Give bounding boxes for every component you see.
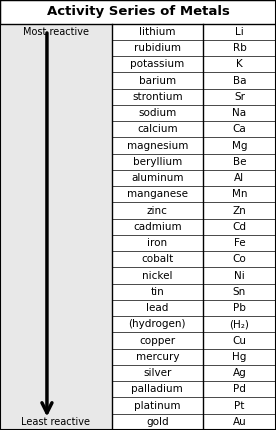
Text: Rb: Rb bbox=[233, 43, 246, 53]
Bar bbox=[0, 0, 276, 24]
Text: Hg: Hg bbox=[232, 352, 247, 362]
Text: strontium: strontium bbox=[132, 92, 183, 102]
Text: aluminum: aluminum bbox=[131, 173, 184, 183]
Text: manganese: manganese bbox=[127, 189, 188, 200]
Text: cadmium: cadmium bbox=[133, 222, 182, 232]
Text: Pd: Pd bbox=[233, 384, 246, 394]
Text: Ag: Ag bbox=[233, 368, 246, 378]
Text: platinum: platinum bbox=[134, 401, 181, 411]
Text: Cu: Cu bbox=[232, 335, 246, 346]
Text: iron: iron bbox=[147, 238, 167, 248]
Text: Ba: Ba bbox=[233, 76, 246, 86]
Text: Ca: Ca bbox=[233, 124, 246, 134]
Text: Fe: Fe bbox=[233, 238, 245, 248]
Text: lead: lead bbox=[146, 303, 169, 313]
Text: lithium: lithium bbox=[139, 27, 176, 37]
Text: nickel: nickel bbox=[142, 270, 172, 281]
Text: Mn: Mn bbox=[232, 189, 247, 200]
Text: Co: Co bbox=[233, 254, 246, 264]
Text: Least reactive: Least reactive bbox=[22, 417, 91, 427]
Text: silver: silver bbox=[143, 368, 171, 378]
Text: Zn: Zn bbox=[233, 206, 246, 215]
Text: Pb: Pb bbox=[233, 303, 246, 313]
Text: beryllium: beryllium bbox=[133, 157, 182, 167]
Text: Au: Au bbox=[233, 417, 246, 427]
Text: sodium: sodium bbox=[138, 108, 176, 118]
Text: gold: gold bbox=[146, 417, 169, 427]
Text: mercury: mercury bbox=[136, 352, 179, 362]
Text: (hydrogen): (hydrogen) bbox=[129, 319, 186, 329]
Text: barium: barium bbox=[139, 76, 176, 86]
Text: Cd: Cd bbox=[232, 222, 246, 232]
Text: Pt: Pt bbox=[234, 401, 245, 411]
Text: tin: tin bbox=[150, 287, 164, 297]
Text: calcium: calcium bbox=[137, 124, 178, 134]
Text: Ni: Ni bbox=[234, 270, 245, 281]
Text: cobalt: cobalt bbox=[141, 254, 173, 264]
Text: Activity Series of Metals: Activity Series of Metals bbox=[47, 5, 229, 18]
Text: potassium: potassium bbox=[130, 59, 184, 69]
Text: Mg: Mg bbox=[232, 141, 247, 150]
Text: (H₂): (H₂) bbox=[229, 319, 250, 329]
Text: Li: Li bbox=[235, 27, 244, 37]
Text: rubidium: rubidium bbox=[134, 43, 181, 53]
Text: magnesium: magnesium bbox=[127, 141, 188, 150]
Text: K: K bbox=[236, 59, 243, 69]
Text: Na: Na bbox=[232, 108, 246, 118]
Text: palladium: palladium bbox=[131, 384, 183, 394]
Text: zinc: zinc bbox=[147, 206, 168, 215]
Text: Most reactive: Most reactive bbox=[23, 27, 89, 37]
Text: Sn: Sn bbox=[233, 287, 246, 297]
Text: Al: Al bbox=[234, 173, 245, 183]
Bar bbox=[112, 24, 276, 430]
Text: Be: Be bbox=[233, 157, 246, 167]
Text: copper: copper bbox=[139, 335, 175, 346]
Text: Sr: Sr bbox=[234, 92, 245, 102]
